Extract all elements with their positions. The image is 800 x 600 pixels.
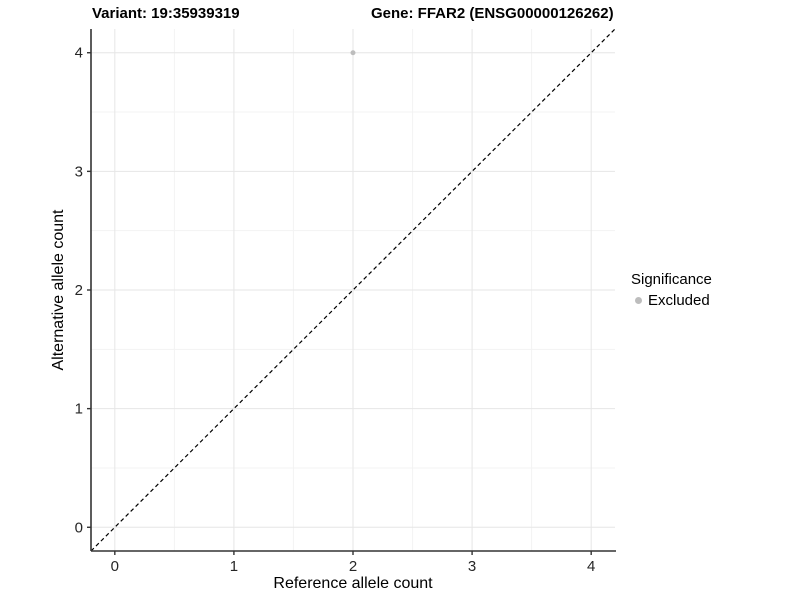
legend-item-label: Excluded <box>648 292 710 309</box>
excluded-point-swatch <box>635 297 642 304</box>
y-tick-label: 2 <box>75 282 83 299</box>
gene-title: Gene: FFAR2 (ENSG00000126262) <box>371 5 614 22</box>
x-tick-label: 3 <box>468 558 476 575</box>
y-tick-label: 0 <box>75 519 83 536</box>
legend-title: Significance <box>631 271 712 288</box>
legend: Significance Excluded <box>631 271 712 309</box>
variant-title: Variant: 19:35939319 <box>92 5 240 22</box>
y-tick-label: 1 <box>75 401 83 418</box>
legend-item-excluded: Excluded <box>631 292 712 309</box>
y-axis-title: Alternative allele count <box>50 209 67 371</box>
data-point-excluded <box>350 50 356 56</box>
x-axis-title: Reference allele count <box>273 575 433 592</box>
identity-reference-line <box>90 28 616 552</box>
x-tick-label: 4 <box>587 558 595 575</box>
y-tick-label: 3 <box>75 163 83 180</box>
x-tick-label: 0 <box>111 558 119 575</box>
x-tick-label: 1 <box>230 558 238 575</box>
y-tick-label: 4 <box>75 45 83 62</box>
x-tick-label: 2 <box>349 558 357 575</box>
